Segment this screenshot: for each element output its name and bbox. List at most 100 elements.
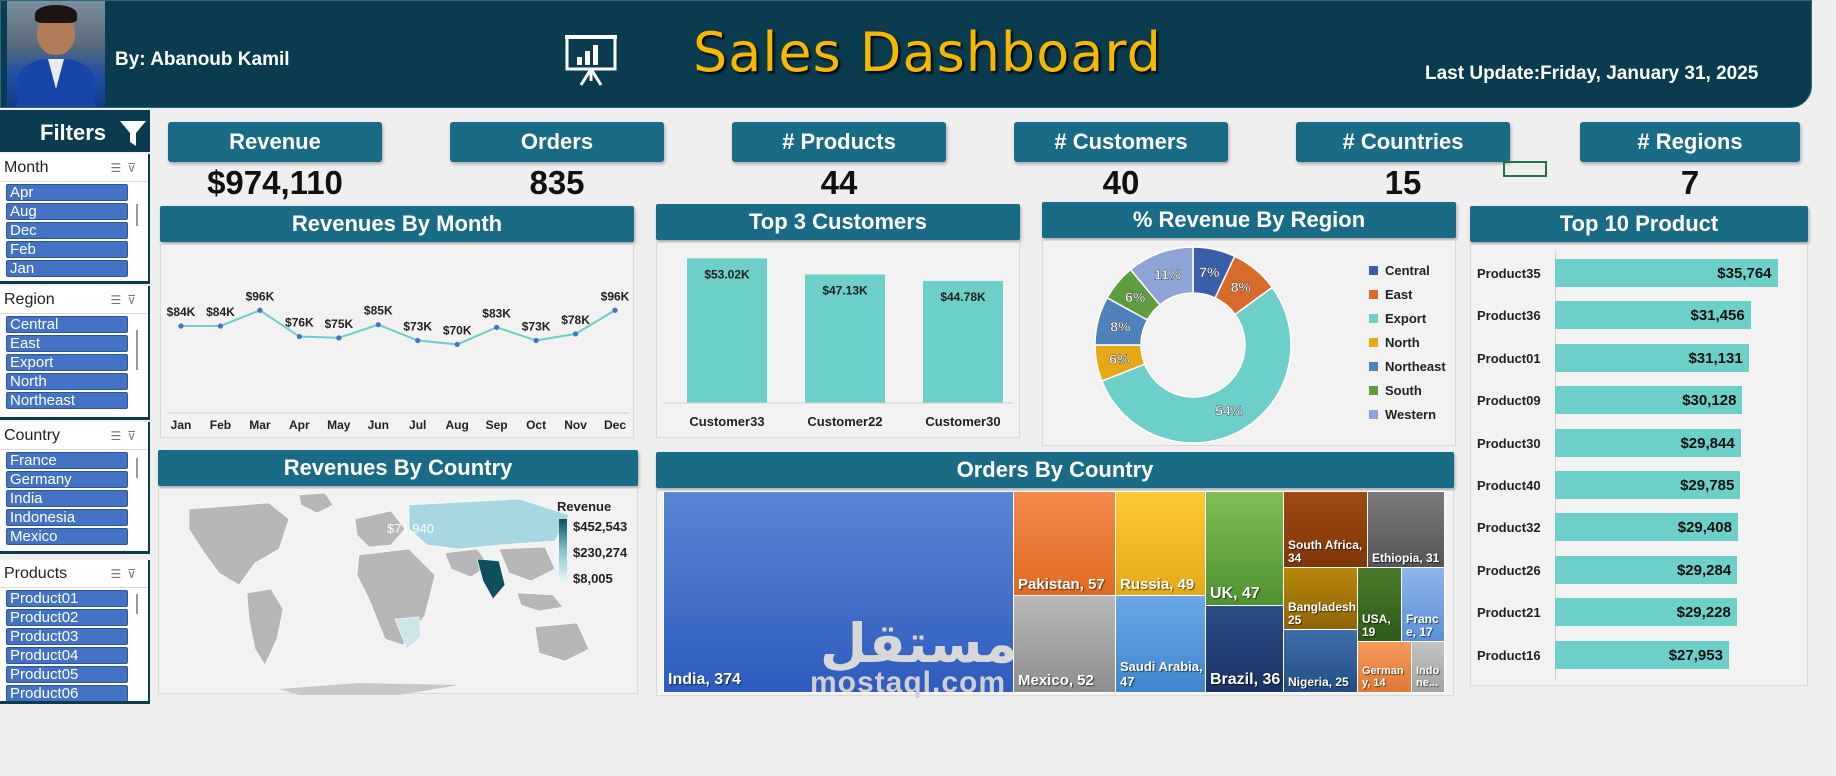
legend-swatch <box>1369 386 1378 395</box>
product-name: Product01 <box>1477 350 1541 366</box>
slicer-item[interactable]: North <box>6 373 128 390</box>
product-row[interactable]: Product40 $29,785 <box>1471 471 1811 499</box>
slice-label: 54% <box>1215 403 1244 419</box>
product-value: $29,284 <box>1676 561 1732 579</box>
slicer-item[interactable]: Product02 <box>6 609 128 626</box>
kpi-revenue-value: $974,110 <box>207 164 343 201</box>
slicer-scrollbar[interactable] <box>136 594 138 614</box>
treemap-cell-germany[interactable]: German y, 14 <box>1357 641 1413 693</box>
product-row[interactable]: Product30 $29,844 <box>1471 428 1811 457</box>
author-avatar <box>7 1 105 107</box>
treemap-cell-saudi-arabia[interactable]: Saudi Arabia, 47 <box>1115 595 1207 693</box>
rev-country-map[interactable]: $71,940 Revenue $452,543 $230,274 $8,005 <box>158 488 638 695</box>
treemap-cell-uk[interactable]: UK, 47 <box>1205 491 1285 607</box>
data-point <box>415 337 421 344</box>
slicer-scrollbar[interactable] <box>136 204 138 226</box>
treemap-cell-pakistan[interactable]: Pakistan, 57 <box>1013 491 1117 597</box>
legend-swatch <box>1369 290 1378 299</box>
treemap-cell-bangladesh[interactable]: Bangladesh, 25 <box>1283 567 1359 631</box>
rev-month-chart[interactable]: $84K Jan $84K Feb $96K Mar $76K Apr $75K May $85K J… <box>160 244 634 438</box>
slicer-item[interactable]: Central <box>6 316 128 333</box>
treemap-cell-nigeria[interactable]: Nigeria, 25 <box>1283 629 1359 693</box>
treemap-cell-brazil[interactable]: Brazil, 36 <box>1205 605 1285 693</box>
multi-select-clear-filter-icon[interactable]: ☰⊽ <box>110 293 142 307</box>
slicer-item[interactable]: East <box>6 335 128 352</box>
product-row[interactable]: Product09 $30,128 <box>1471 386 1811 415</box>
product-row[interactable]: Product16 $27,953 <box>1471 640 1811 669</box>
slicer-item[interactable]: Export <box>6 354 128 371</box>
kpi-orders-value: 835 <box>529 164 585 201</box>
slicer-item[interactable]: France <box>6 452 128 469</box>
dashboard-title: Sales Dashboard <box>693 21 1162 84</box>
product-row[interactable]: Product01 $31,131 <box>1471 343 1811 372</box>
legend-swatch <box>1369 362 1378 371</box>
product-row[interactable]: Product26 $29,284 <box>1471 555 1811 584</box>
product-bar <box>1555 259 1778 287</box>
product-row[interactable]: Product32 $29,408 <box>1471 513 1811 542</box>
product-row[interactable]: Product36 $31,456 <box>1471 301 1811 330</box>
kpi-products-value: 44 <box>820 164 858 201</box>
treemap-cell-usa[interactable]: USA, 19 <box>1357 567 1403 643</box>
slicer-scrollbar[interactable] <box>136 458 138 478</box>
multi-select-clear-filter-icon[interactable]: ☰⊽ <box>110 567 142 581</box>
orders-country-treemap[interactable]: India, 374 Pakistan, 57 Mexico, 52 Russi… <box>656 490 1454 696</box>
product-row[interactable]: Product21 $29,228 <box>1471 598 1811 627</box>
data-label: $44.78K <box>940 290 986 304</box>
multi-select-clear-filter-icon[interactable]: ☰⊽ <box>110 161 142 175</box>
slicer-item[interactable]: Aug <box>6 203 128 220</box>
treemap-cell-india[interactable]: India, 374 <box>663 491 1015 693</box>
product-name: Product30 <box>1477 435 1541 451</box>
bar <box>923 280 1003 403</box>
slicer-item[interactable]: India <box>6 490 128 507</box>
slicer-item[interactable]: Product03 <box>6 628 128 645</box>
kpi-orders-label: Orders <box>450 122 664 162</box>
treemap-cell-france[interactable]: Franc e, 17 <box>1401 567 1445 643</box>
treemap-cell-mexico[interactable]: Mexico, 52 <box>1013 595 1117 693</box>
treemap-cell-ethiopia[interactable]: Ethiopia, 31 <box>1367 491 1445 569</box>
map-legend-label: $8,005 <box>573 571 613 586</box>
bar <box>687 258 767 403</box>
product-bar <box>1555 343 1749 372</box>
slicer-item[interactable]: Jan <box>6 260 128 277</box>
product-value: $31,131 <box>1688 349 1743 367</box>
top10-chart[interactable]: Product35 $35,764 Product36 $31,456 Product0… <box>1470 244 1808 686</box>
data-point <box>178 323 184 329</box>
slicer-item[interactable]: Product01 <box>6 590 128 607</box>
slicer-item[interactable]: Product05 <box>6 666 128 683</box>
slicer-scrollbar[interactable] <box>136 330 138 370</box>
kpi-countries-value: 15 <box>1384 164 1422 201</box>
rev-month-svg: $84K Jan $84K Feb $96K Mar $76K Apr $75K May $85K J… <box>167 289 630 432</box>
slicer-item[interactable]: Northeast <box>6 392 128 409</box>
data-point <box>494 324 500 330</box>
slicer-item[interactable]: Mexico <box>6 528 128 545</box>
data-point <box>572 331 579 337</box>
multi-select-clear-filter-icon[interactable]: ☰⊽ <box>110 429 142 443</box>
slicer-item[interactable]: Indonesia <box>6 509 128 526</box>
slice-label: 8% <box>1231 279 1252 295</box>
slicer-item[interactable]: Product04 <box>6 647 128 664</box>
kpi-products-label: # Products <box>732 122 946 162</box>
slicer-title: Month <box>4 159 49 176</box>
bar <box>805 274 885 403</box>
slicer-products: Products ☰⊽ Product01 Product02 Product03… <box>0 560 150 704</box>
top3-chart[interactable]: $53.02K Customer33 $47.13K Customer22 $44.78… <box>656 242 1020 438</box>
selected-cell[interactable] <box>1503 161 1547 177</box>
slicer-item[interactable]: Feb <box>6 241 128 258</box>
product-row[interactable]: Product35 $35,764 <box>1471 259 1811 287</box>
treemap-cell-russia[interactable]: Russia, 49 <box>1115 491 1207 597</box>
slicer-item[interactable]: Dec <box>6 222 128 239</box>
data-label: $83K <box>482 306 511 320</box>
slice-label: 7% <box>1199 264 1220 280</box>
treemap-cell-south-africa[interactable]: South Africa, 34 <box>1283 491 1369 569</box>
legend-label: Central <box>1385 263 1430 278</box>
x-tick-label: Feb <box>210 418 231 432</box>
filters-label: Filters <box>40 120 107 145</box>
slicer-item[interactable]: Product06 <box>6 685 128 701</box>
slice-label: 6% <box>1109 351 1130 367</box>
slicer-item[interactable]: Germany <box>6 471 128 488</box>
pie-slice <box>1129 246 1194 306</box>
region-chart[interactable]: 7% 8% 54% 6% 8% 6% 11% Central East Export North N… <box>1042 240 1456 446</box>
data-label: $47.13K <box>822 283 868 297</box>
slicer-item[interactable]: Apr <box>6 184 128 201</box>
treemap-cell-indonesia[interactable]: Indo ne... <box>1411 641 1445 693</box>
